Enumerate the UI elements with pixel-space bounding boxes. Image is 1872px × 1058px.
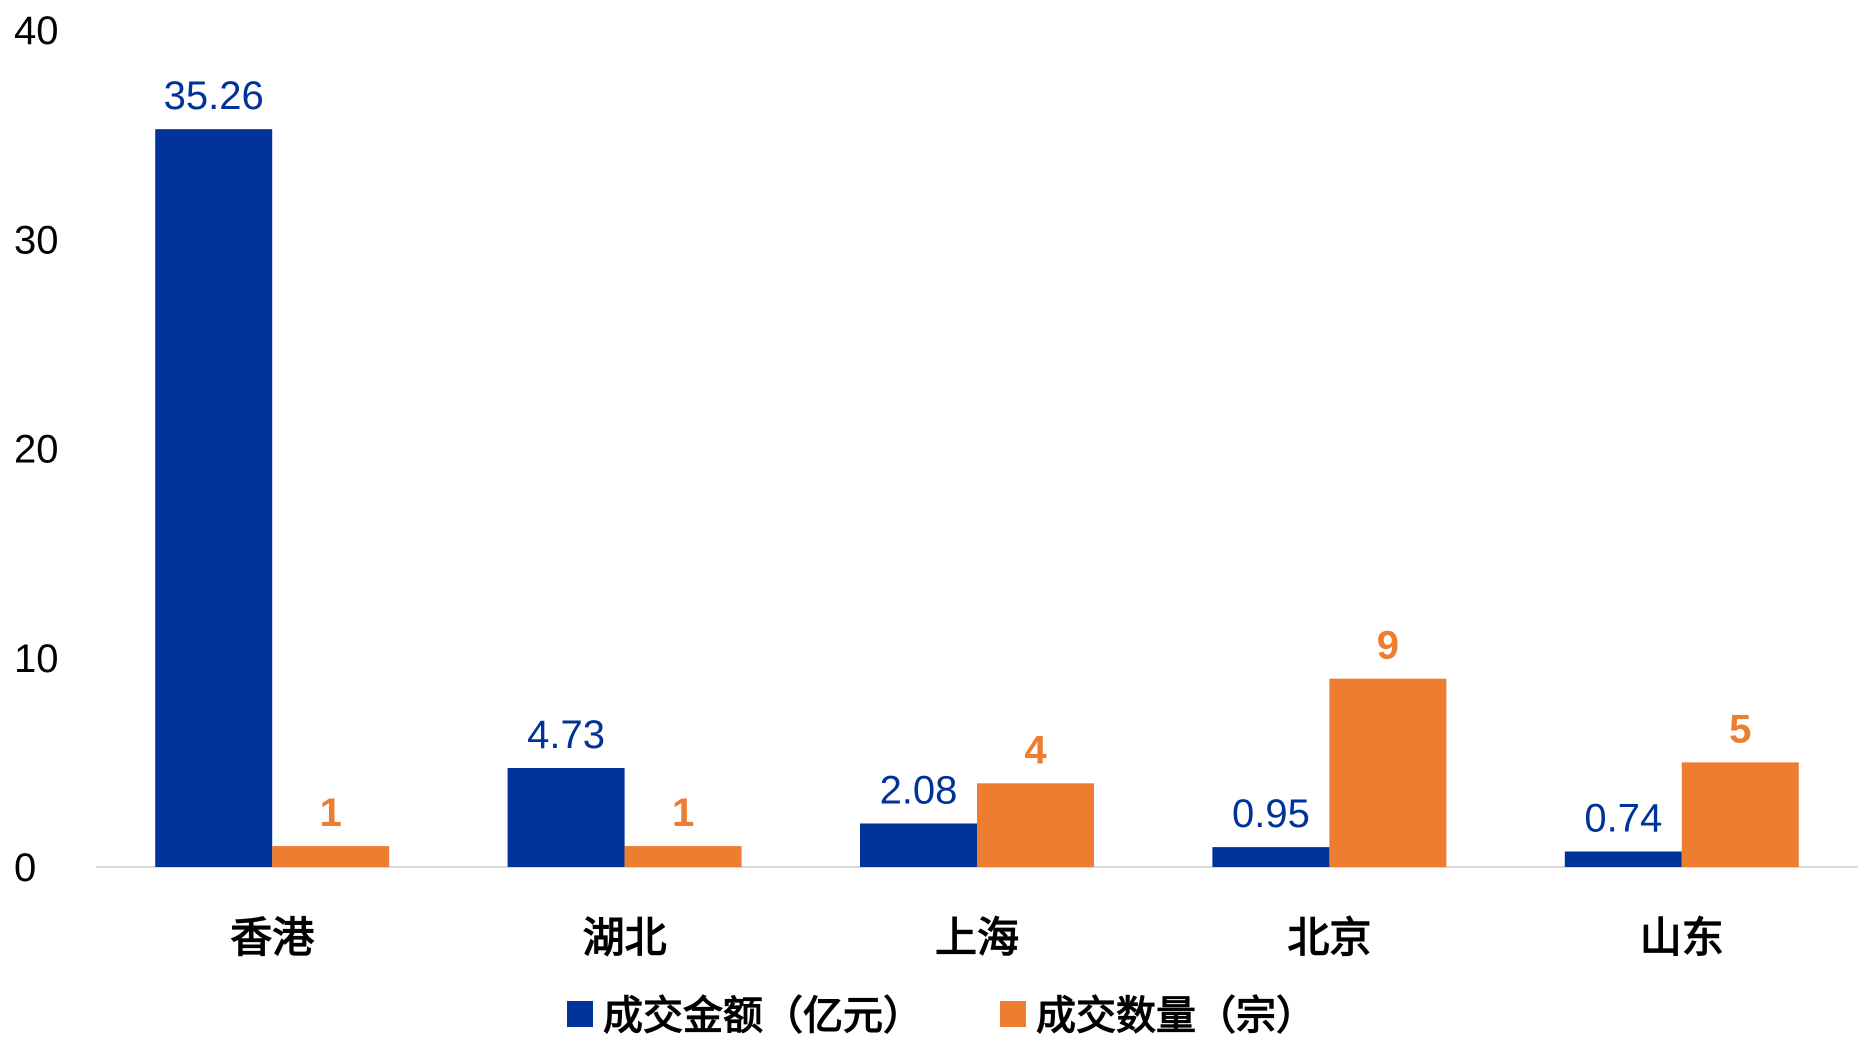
data-label-series-2-3: 9: [1377, 624, 1399, 668]
bar-series-1-2: [860, 823, 977, 867]
data-label-series-1-0: 35.26: [164, 74, 264, 118]
legend-label-series-2: 成交数量（宗）: [1036, 993, 1316, 1039]
y-tick-label: 40: [14, 9, 59, 53]
bar-series-2-4: [1681, 762, 1799, 867]
y-tick-label: 10: [14, 637, 59, 681]
x-category-label: 上海: [935, 913, 1019, 962]
y-tick-label: 20: [14, 428, 59, 472]
legend-swatch-series-2: [1000, 1001, 1026, 1027]
bar-series-2-1: [624, 846, 742, 867]
legend: 成交金额（亿元） 成交数量（宗）: [567, 993, 1316, 1039]
data-label-series-2-1: 1: [672, 791, 694, 835]
bar-series-1-3: [1212, 847, 1330, 867]
bar-series-2-3: [1329, 678, 1447, 867]
category-labels: 香港 湖北 上海 北京 山东: [230, 913, 1724, 962]
data-label-series-1-1: 4.73: [527, 713, 605, 757]
data-label-series-2-2: 4: [1024, 728, 1047, 772]
data-label-series-2-0: 1: [320, 791, 342, 835]
data-label-series-2-4: 5: [1729, 707, 1751, 751]
bar-series-2-0: [272, 846, 390, 867]
data-label-series-1-2: 2.08: [880, 768, 958, 812]
bars: [155, 129, 1799, 867]
bar-series-1-0: [155, 129, 273, 867]
x-category-label: 香港: [230, 913, 315, 962]
data-label-series-1-3: 0.95: [1232, 792, 1310, 836]
legend-swatch-series-1: [567, 1001, 593, 1027]
x-category-label: 山东: [1640, 913, 1724, 962]
data-labels: 35.26 1 4.73 1 2.08 4 0.95 9 0.74 5: [164, 74, 1752, 840]
y-tick-label: 0: [14, 846, 36, 890]
y-tick-label: 30: [14, 218, 59, 262]
bar-series-1-1: [507, 768, 625, 867]
bar-series-1-4: [1564, 851, 1682, 867]
x-category-label: 湖北: [583, 913, 667, 962]
bar-series-2-2: [977, 783, 1094, 867]
y-axis-ticks: 0 10 20 30 40: [14, 9, 59, 890]
data-label-series-1-4: 0.74: [1584, 797, 1662, 841]
x-category-label: 北京: [1287, 913, 1371, 962]
legend-label-series-1: 成交金额（亿元）: [603, 993, 923, 1039]
